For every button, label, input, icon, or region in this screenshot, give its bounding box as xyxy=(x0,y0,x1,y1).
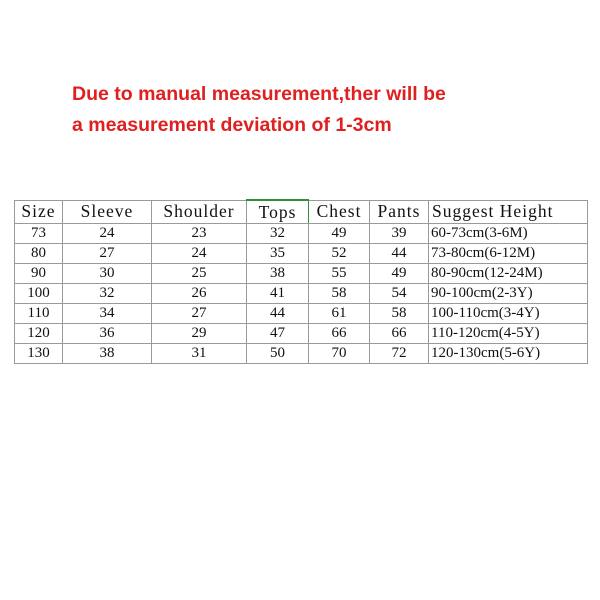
cell-shoulder: 26 xyxy=(151,283,247,304)
cell-size: 110 xyxy=(14,303,63,324)
cell-size: 90 xyxy=(14,263,63,284)
cell-chest: 66 xyxy=(308,323,370,344)
cell-size: 120 xyxy=(14,323,63,344)
cell-sleeve: 32 xyxy=(62,283,152,304)
cell-chest: 55 xyxy=(308,263,370,284)
cell-chest: 61 xyxy=(308,303,370,324)
cell-shoulder: 23 xyxy=(151,223,247,244)
column-header-suggest-height: Suggest Height xyxy=(428,199,588,224)
measurement-notice-line-1: Due to manual measurement,ther will be xyxy=(72,83,446,105)
cell-tops: 41 xyxy=(246,283,309,304)
column-header-shoulder: Shoulder xyxy=(151,199,247,224)
cell-sleeve: 27 xyxy=(62,243,152,264)
table-row: 73 24 23 32 49 39 60-73cm(3-6M) xyxy=(14,223,588,244)
cell-sleeve: 24 xyxy=(62,223,152,244)
column-header-tops: Tops xyxy=(246,199,309,224)
column-header-chest: Chest xyxy=(308,199,370,224)
cell-shoulder: 29 xyxy=(151,323,247,344)
cell-sleeve: 30 xyxy=(62,263,152,284)
table-row: 110 34 27 44 61 58 100-110cm(3-4Y) xyxy=(14,303,588,324)
size-chart-table: Size Sleeve Shoulder Tops Chest Pants Suggest … xyxy=(14,199,588,364)
cell-suggest-height: 73-80cm(6-12M) xyxy=(428,243,588,264)
cell-tops: 32 xyxy=(246,223,309,244)
table-row: 130 38 31 50 70 72 120-130cm(5-6Y) xyxy=(14,343,588,364)
cell-chest: 52 xyxy=(308,243,370,264)
table-row: 90 30 25 38 55 49 80-90cm(12-24M) xyxy=(14,263,588,284)
cell-pants: 49 xyxy=(369,263,429,284)
cell-tops: 47 xyxy=(246,323,309,344)
cell-sleeve: 34 xyxy=(62,303,152,324)
cell-size: 100 xyxy=(14,283,63,304)
cell-sleeve: 38 xyxy=(62,343,152,364)
table-row: 100 32 26 41 58 54 90-100cm(2-3Y) xyxy=(14,283,588,304)
cell-pants: 54 xyxy=(369,283,429,304)
cell-sleeve: 36 xyxy=(62,323,152,344)
cell-chest: 70 xyxy=(308,343,370,364)
cell-pants: 66 xyxy=(369,323,429,344)
column-header-sleeve: Sleeve xyxy=(62,199,152,224)
cell-suggest-height: 110-120cm(4-5Y) xyxy=(428,323,588,344)
table-header-row: Size Sleeve Shoulder Tops Chest Pants Suggest … xyxy=(14,199,588,224)
column-header-pants: Pants xyxy=(369,199,429,224)
cell-chest: 58 xyxy=(308,283,370,304)
cell-tops: 35 xyxy=(246,243,309,264)
column-header-size: Size xyxy=(14,199,63,224)
cell-shoulder: 27 xyxy=(151,303,247,324)
cell-shoulder: 31 xyxy=(151,343,247,364)
cell-pants: 39 xyxy=(369,223,429,244)
cell-shoulder: 25 xyxy=(151,263,247,284)
cell-suggest-height: 100-110cm(3-4Y) xyxy=(428,303,588,324)
cell-suggest-height: 60-73cm(3-6M) xyxy=(428,223,588,244)
table-row: 80 27 24 35 52 44 73-80cm(6-12M) xyxy=(14,243,588,264)
cell-suggest-height: 120-130cm(5-6Y) xyxy=(428,343,588,364)
cell-suggest-height: 90-100cm(2-3Y) xyxy=(428,283,588,304)
table-row: 120 36 29 47 66 66 110-120cm(4-5Y) xyxy=(14,323,588,344)
cell-pants: 58 xyxy=(369,303,429,324)
cell-tops: 38 xyxy=(246,263,309,284)
cell-chest: 49 xyxy=(308,223,370,244)
cell-pants: 44 xyxy=(369,243,429,264)
cell-suggest-height: 80-90cm(12-24M) xyxy=(428,263,588,284)
cell-tops: 44 xyxy=(246,303,309,324)
cell-size: 73 xyxy=(14,223,63,244)
cell-size: 130 xyxy=(14,343,63,364)
cell-pants: 72 xyxy=(369,343,429,364)
cell-shoulder: 24 xyxy=(151,243,247,264)
cell-tops: 50 xyxy=(246,343,309,364)
cell-size: 80 xyxy=(14,243,63,264)
measurement-notice-line-2: a measurement deviation of 1-3cm xyxy=(72,114,392,136)
